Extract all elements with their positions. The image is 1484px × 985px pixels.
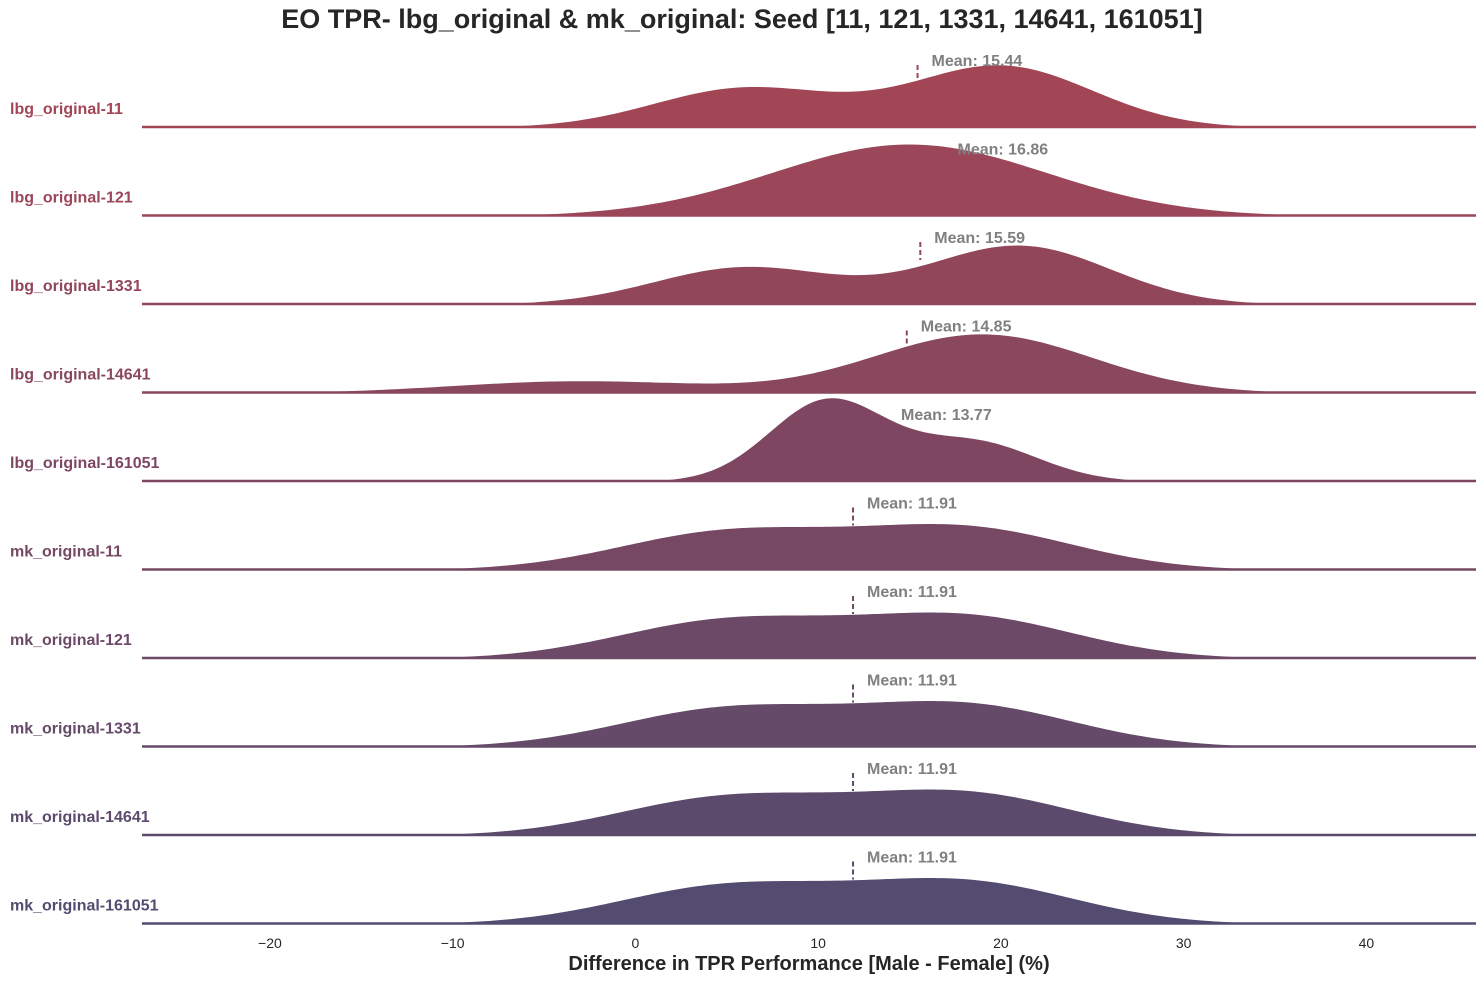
mean-label-lbg-original-1331: Mean: 15.59 bbox=[934, 230, 1025, 247]
mean-label-lbg-original-161051: Mean: 13.77 bbox=[901, 407, 992, 424]
density-area-mk-original-121 bbox=[142, 610, 1476, 659]
x-tick-label: −20 bbox=[258, 935, 282, 951]
row-label-lbg-original-1331: lbg_original-1331 bbox=[10, 278, 142, 295]
density-area-lbg-original-14641 bbox=[141, 332, 1476, 394]
row-label-lbg-original-161051: lbg_original-161051 bbox=[10, 455, 159, 472]
mean-label-lbg-original-14641: Mean: 14.85 bbox=[921, 319, 1012, 336]
x-tick-label: 10 bbox=[810, 935, 826, 951]
density-area-lbg-original-1331 bbox=[142, 243, 1476, 305]
x-tick-label: 0 bbox=[631, 935, 639, 951]
chart-title: EO TPR- lbg_original & mk_original: Seed… bbox=[281, 4, 1203, 34]
x-tick-label: 20 bbox=[993, 935, 1009, 951]
mean-label-mk-original-161051: Mean: 11.91 bbox=[867, 850, 957, 867]
x-tick-label: −10 bbox=[441, 935, 465, 951]
ridge-row-mk-original-121: Mean: 11.91 mk_original-121 bbox=[10, 584, 1476, 660]
row-label-mk-original-11: mk_original-11 bbox=[10, 544, 122, 561]
mean-label-mk-original-1331: Mean: 11.91 bbox=[867, 673, 957, 690]
row-label-mk-original-14641: mk_original-14641 bbox=[10, 809, 150, 826]
x-tick-label: 30 bbox=[1176, 935, 1192, 951]
mean-label-lbg-original-11: Mean: 15.44 bbox=[932, 53, 1023, 70]
ridge-row-mk-original-14641: Mean: 11.91 mk_original-14641 bbox=[10, 761, 1476, 837]
row-label-mk-original-1331: mk_original-1331 bbox=[10, 721, 141, 738]
mean-label-lbg-original-121: Mean: 16.86 bbox=[957, 142, 1048, 159]
ridge-row-lbg-original-1331: Mean: 15.59 lbg_original-1331 bbox=[10, 230, 1476, 306]
row-label-mk-original-121: mk_original-121 bbox=[10, 632, 132, 649]
ridge-row-lbg-original-161051: Mean: 13.77 lbg_original-161051 bbox=[10, 396, 1476, 483]
ridge-row-mk-original-11: Mean: 11.91 mk_original-11 bbox=[10, 496, 1476, 571]
ridge-row-lbg-original-11: Mean: 15.44 lbg_original-11 bbox=[10, 53, 1476, 129]
density-area-lbg-original-161051 bbox=[142, 396, 1476, 482]
ridge-row-lbg-original-121: Mean: 16.86 lbg_original-121 bbox=[10, 142, 1477, 217]
density-area-mk-original-161051 bbox=[142, 876, 1476, 925]
ridge-row-mk-original-161051: Mean: 11.91 mk_original-161051 bbox=[10, 850, 1476, 925]
row-label-lbg-original-14641: lbg_original-14641 bbox=[10, 367, 151, 384]
mean-label-mk-original-121: Mean: 11.91 bbox=[867, 584, 957, 601]
ridge-row-mk-original-1331: Mean: 11.91 mk_original-1331 bbox=[10, 673, 1476, 748]
density-area-mk-original-11 bbox=[142, 522, 1476, 571]
density-area-lbg-original-11 bbox=[142, 63, 1476, 128]
row-label-mk-original-161051: mk_original-161051 bbox=[10, 898, 159, 915]
ridge-row-lbg-original-14641: Mean: 14.85 lbg_original-14641 bbox=[10, 319, 1476, 394]
density-area-mk-original-14641 bbox=[142, 787, 1476, 836]
row-label-lbg-original-121: lbg_original-121 bbox=[10, 190, 133, 207]
density-area-lbg-original-121 bbox=[142, 142, 1477, 217]
row-label-lbg-original-11: lbg_original-11 bbox=[10, 101, 123, 118]
x-axis-label: Difference in TPR Performance [Male - Fe… bbox=[568, 953, 1050, 975]
density-area-mk-original-1331 bbox=[142, 699, 1476, 748]
x-tick-label: 40 bbox=[1359, 935, 1375, 951]
mean-label-mk-original-11: Mean: 11.91 bbox=[867, 496, 957, 513]
mean-label-mk-original-14641: Mean: 11.91 bbox=[867, 761, 957, 778]
